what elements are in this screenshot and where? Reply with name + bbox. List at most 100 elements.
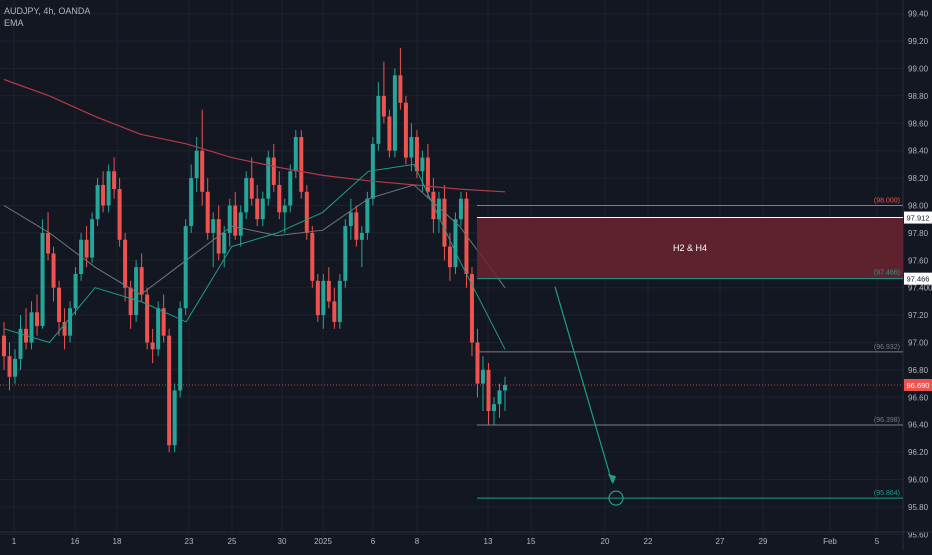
symbol-title: AUDJPY, 4h, OANDA [4, 6, 91, 16]
candle-body [442, 198, 447, 247]
ema-long-line [3, 78, 506, 193]
x-tick-label: 2025 [314, 537, 332, 546]
candle-body [194, 150, 199, 179]
candle [469, 267, 474, 357]
candle [233, 191, 238, 240]
candle [480, 356, 485, 411]
candle-body [343, 226, 348, 281]
y-tick-label: 99.40 [908, 10, 929, 19]
candle-body [68, 308, 73, 336]
candle-body [436, 198, 441, 220]
candle-body [183, 226, 188, 309]
candle-body [167, 335, 172, 446]
candle [359, 226, 364, 268]
candle-body [57, 287, 62, 322]
candle [101, 171, 106, 213]
candle-body [172, 390, 177, 446]
y-tick-label: 96.20 [908, 448, 929, 457]
candle [370, 137, 375, 206]
candle-body [398, 75, 403, 103]
projection-arrow-line [554, 286, 613, 483]
candle-body [469, 274, 474, 343]
candle [167, 328, 172, 453]
candle [315, 274, 320, 322]
candle-body [447, 246, 452, 268]
candle-body [46, 232, 51, 254]
candle-body [475, 342, 480, 384]
candle-body [480, 369, 485, 384]
chart-legend: AUDJPY, 4h, OANDA EMA [4, 5, 90, 29]
candle [178, 301, 183, 398]
candle [299, 130, 304, 199]
candle [381, 61, 386, 124]
candle [266, 150, 271, 206]
candle [18, 315, 23, 370]
candle [277, 171, 282, 220]
zone-bottom-badge-bg [904, 272, 932, 285]
candle-body [117, 189, 122, 240]
lower-ref-label: (97.466) [874, 270, 900, 277]
candle [73, 267, 78, 316]
candle [62, 308, 67, 350]
candle-body [260, 198, 265, 220]
y-tick-label: 97.400 [908, 284, 932, 293]
level-label: (95.864) [874, 490, 900, 497]
candle-body [2, 335, 6, 357]
candle [321, 274, 326, 329]
candle-body [249, 178, 254, 199]
candle [503, 376, 507, 411]
level-label: (96.398) [874, 417, 900, 424]
y-tick-label: 97.80 [908, 229, 929, 238]
candle [95, 178, 100, 227]
target-circle [608, 490, 624, 506]
candle [436, 191, 441, 233]
candle [497, 383, 502, 418]
candle-body [271, 157, 276, 185]
candle-body [409, 137, 414, 158]
candle [112, 157, 117, 199]
candle-body [35, 312, 40, 327]
candle-body [304, 191, 309, 233]
candle [420, 150, 425, 192]
candle-body [51, 253, 56, 288]
candle-body [95, 184, 100, 220]
candle [403, 95, 408, 165]
candle [2, 321, 6, 370]
y-tick-label: 96.00 [908, 476, 929, 485]
x-tick-label: 20 [601, 537, 610, 546]
candle [332, 287, 337, 329]
y-tick-label: 98.80 [908, 92, 929, 101]
candle-body [244, 178, 249, 213]
x-tick-label: 13 [484, 537, 493, 546]
candle-body [222, 232, 227, 254]
candle-body [277, 184, 282, 213]
candle [90, 212, 95, 264]
candle [304, 184, 309, 240]
candle-body [29, 312, 34, 343]
candle-body [150, 342, 155, 350]
candle [145, 287, 150, 350]
x-tick-label: 6 [371, 537, 376, 546]
candle [13, 349, 18, 384]
x-tick-label: 30 [278, 537, 287, 546]
candle [51, 246, 56, 302]
y-tick-label: 98.40 [908, 147, 929, 156]
y-tick-label: 96.80 [908, 366, 929, 375]
y-tick-label: 95.80 [908, 503, 929, 512]
candle-body [90, 219, 95, 258]
y-tick-label: 99.20 [908, 37, 929, 46]
candle-body [13, 358, 18, 377]
candle-body [40, 232, 45, 327]
candle-body [414, 137, 419, 172]
candle-body [315, 280, 320, 316]
candle [238, 205, 243, 247]
indicator-label: EMA [4, 18, 24, 28]
candle [200, 109, 205, 206]
candle [189, 164, 194, 233]
candle-body [503, 384, 507, 391]
candle-body [420, 157, 425, 172]
candle-body [106, 171, 111, 206]
candle [458, 191, 463, 227]
